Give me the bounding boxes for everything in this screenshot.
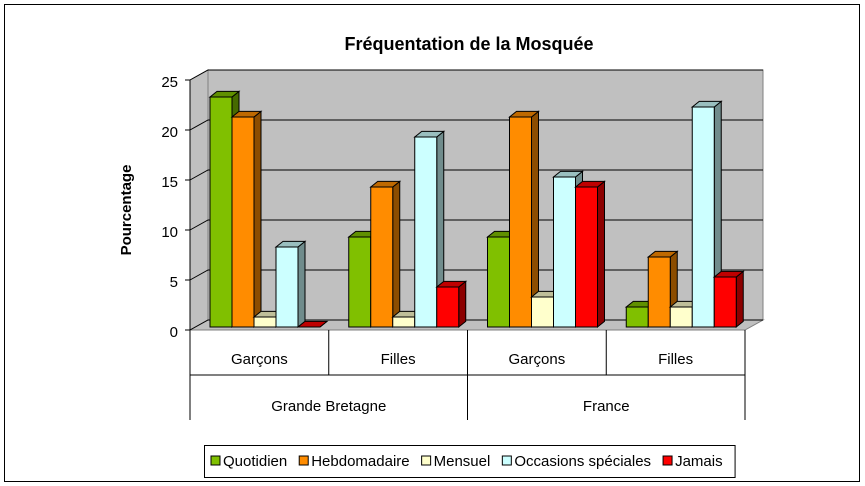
bar-side: [253, 110, 262, 329]
legend-box: [204, 445, 736, 478]
bar-front: [669, 306, 693, 328]
bar: [712, 270, 745, 329]
bar-front: [370, 186, 394, 328]
bar: [574, 180, 606, 329]
bar-front: [691, 106, 715, 328]
bar-top: [296, 320, 329, 328]
chart-title: Fréquentation de la Mosquée: [344, 34, 593, 54]
bar-front: [487, 236, 510, 328]
grid-line: [189, 69, 763, 81]
legend-swatch: [662, 455, 673, 466]
y-axis-label: Pourcentage: [118, 165, 135, 256]
legend-swatch: [501, 455, 512, 466]
bar-front: [414, 136, 438, 328]
bar-front: [531, 296, 554, 328]
grid-line: [189, 119, 763, 131]
legend-swatch: [298, 455, 309, 466]
bar-front: [209, 96, 233, 328]
y-tick-label: 20: [161, 124, 178, 141]
bar-side: [597, 180, 605, 329]
bar-side: [392, 180, 401, 329]
bar-side: [458, 280, 467, 329]
x-tick-label: Filles: [381, 351, 416, 368]
x-group-label: Grande Bretagne: [271, 398, 386, 415]
y-tick-label: 15: [161, 174, 178, 191]
y-tick-label: 25: [161, 74, 178, 91]
y-tick-label: 5: [170, 274, 178, 291]
bar-front: [436, 286, 460, 328]
bar: [435, 280, 468, 329]
bar: [690, 100, 723, 329]
bar-front: [253, 316, 277, 328]
x-tick-label: Filles: [658, 351, 693, 368]
bar-front: [713, 276, 737, 328]
side-wall: [189, 69, 209, 331]
bar: [508, 110, 540, 329]
x-tick-label: Garçons: [231, 351, 288, 368]
bar: [296, 320, 329, 328]
bar-front: [275, 246, 299, 328]
legend-label: Jamais: [675, 453, 723, 470]
bar: [230, 110, 263, 329]
bar-front: [392, 316, 416, 328]
x-tick-label: Garçons: [509, 351, 566, 368]
bar: [369, 180, 402, 329]
bar-side: [297, 240, 306, 329]
x-group-label: France: [583, 398, 630, 415]
bar-front: [509, 116, 532, 328]
legend-swatch: [210, 455, 221, 466]
y-tick-label: 0: [170, 324, 178, 341]
bar-side: [735, 270, 744, 329]
bar-front: [348, 236, 372, 328]
legend-label: Hebdomadaire: [311, 453, 409, 470]
legend-label: Quotidien: [223, 453, 287, 470]
legend-swatch: [421, 455, 432, 466]
bar-front: [625, 306, 649, 328]
bar-front: [647, 256, 671, 328]
bar-front: [575, 186, 598, 328]
bar-front: [553, 176, 576, 328]
legend-label: Mensuel: [434, 453, 491, 470]
bar-front: [231, 116, 255, 328]
grid-line: [189, 169, 763, 181]
y-tick-label: 10: [161, 224, 178, 241]
bar: [274, 240, 307, 329]
legend-label: Occasions spéciales: [514, 453, 651, 470]
